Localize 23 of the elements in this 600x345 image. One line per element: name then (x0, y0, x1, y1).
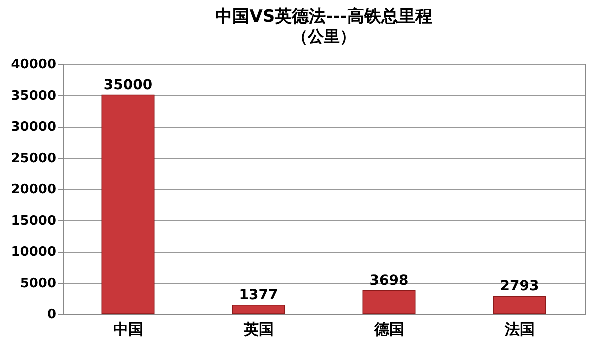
data-label: 1377 (239, 287, 278, 304)
y-tick-label: 10000 (11, 245, 56, 260)
chart-title: 中国VS英德法---高铁总里程 (216, 7, 432, 27)
x-tick-label: 英国 (242, 320, 274, 338)
bar (232, 304, 286, 314)
bar (493, 296, 546, 314)
data-label: 35000 (104, 77, 153, 94)
x-tick-label: 法国 (504, 320, 535, 338)
y-tick-label: 5000 (20, 276, 56, 292)
chart-subtitle: （公里） (292, 27, 356, 46)
y-tick-label: 20000 (11, 182, 56, 198)
data-label: 2793 (500, 278, 540, 295)
y-tick-label: 15000 (11, 214, 56, 229)
x-tick-label: 德国 (373, 320, 404, 338)
data-label: 3698 (370, 272, 409, 289)
y-tick-label: 40000 (11, 58, 56, 72)
x-tick-label: 中国 (113, 320, 144, 338)
bar (362, 290, 416, 314)
y-tick-label: 0 (47, 308, 56, 322)
y-tick-label: 25000 (11, 151, 56, 166)
bar (102, 94, 155, 314)
y-tick-label: 30000 (11, 120, 56, 135)
y-tick-label: 35000 (11, 88, 56, 104)
